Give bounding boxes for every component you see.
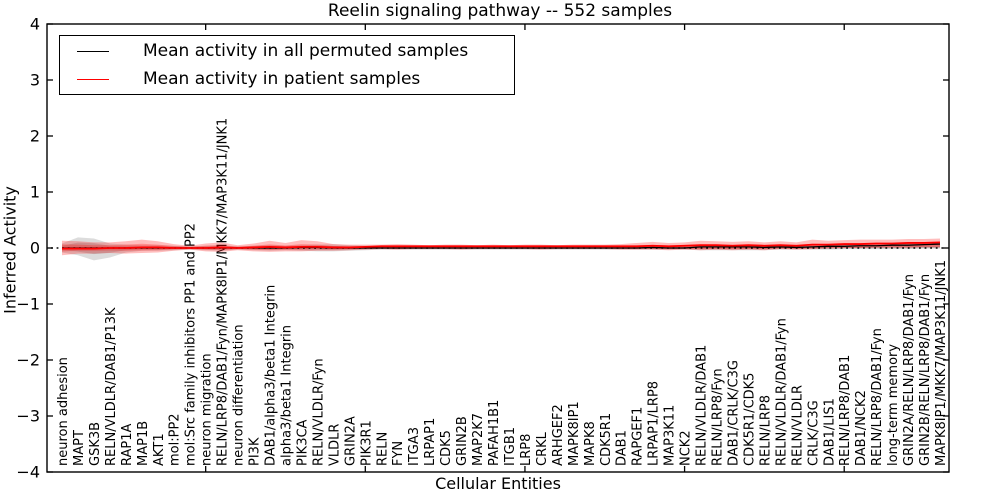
x-tick-label: RELN/LRP8/DAB1	[838, 355, 853, 466]
x-tick-label: RELN	[375, 432, 390, 466]
x-tick-label: MAPK8	[583, 421, 598, 466]
permuted-line-swatch	[77, 50, 109, 52]
x-tick-label: RELN/LRP8/Fyn	[711, 368, 726, 466]
x-tick-label: RELN/VLDLR	[790, 385, 805, 466]
x-tick-label: MAP3K11	[663, 405, 678, 466]
x-tick-label: CDK5	[439, 430, 454, 466]
x-tick-label: DAB1/CRLK/C3G	[726, 360, 741, 466]
x-tick-label: GRIN2A/RELN/LRP8/DAB1/Fyn	[902, 274, 917, 466]
x-tick-label: MAP2K7	[471, 413, 486, 466]
x-tick-label: CDK5R1	[599, 413, 614, 466]
x-tick-label: RELN/LRP8	[758, 395, 773, 466]
legend-label-patient: Mean activity in patient samples	[143, 69, 421, 89]
x-tick-label: LRP8	[519, 434, 534, 466]
x-tick-label: CRKL	[535, 431, 550, 466]
x-tick-label: GSK3B	[88, 422, 103, 466]
y-tick-label: 1	[30, 183, 40, 202]
chart-title: Reelin signaling pathway -- 552 samples	[327, 1, 673, 21]
y-axis-label: Inferred Activity	[0, 186, 20, 314]
permuted-samples-range	[62, 237, 940, 261]
x-tick-label: RELN/VLDLR/Fyn	[311, 358, 326, 466]
x-tick-label: RELN/LRP8/DAB1/Fyn	[870, 328, 885, 466]
x-tick-label: LRPAP1/LRP8	[647, 381, 662, 466]
legend: Mean activity in all permuted samples Me…	[59, 35, 515, 95]
legend-item-patient: Mean activity in patient samples	[60, 66, 514, 92]
y-tick-label: −2	[16, 351, 40, 370]
x-tick-label: MAPT	[72, 430, 87, 466]
y-tick-label: −3	[16, 407, 40, 426]
x-tick-label: CRLK/C3G	[806, 400, 821, 466]
x-tick-label: PI3K	[248, 437, 263, 466]
x-tick-label: neuron differentiation	[232, 324, 247, 466]
patient-mean-line	[62, 241, 941, 250]
x-tick-label: PIK3R1	[359, 420, 374, 466]
x-tick-label: GRIN2B/RELN/LRP8/DAB1/Fyn	[918, 274, 933, 466]
legend-item-permuted: Mean activity in all permuted samples	[60, 38, 514, 64]
x-tick-label: DAB1/alpha3/beta1 Integrin	[264, 285, 279, 466]
x-tick-label: MAP1B	[136, 421, 151, 466]
x-tick-label: AKT1	[152, 433, 167, 466]
x-tick-label: RAP1A	[120, 423, 135, 466]
x-tick-label: RELN/VLDLR/DAB1	[695, 345, 710, 466]
patient-line-swatch	[77, 78, 109, 80]
x-tick-label: NCK2	[679, 430, 694, 466]
y-tick-label: 4	[30, 15, 40, 34]
x-tick-label: long-term memory	[886, 344, 901, 466]
x-tick-label: RELN/VLDLR/DAB1/Fyn	[774, 318, 789, 466]
x-tick-label: RAPGEF1	[631, 407, 646, 466]
x-tick-label: CDK5R1/CDK5	[742, 373, 757, 466]
legend-label-permuted: Mean activity in all permuted samples	[143, 41, 469, 61]
x-tick-label: LRPAP1	[423, 418, 438, 466]
x-axis-label: Cellular Entities	[435, 474, 561, 493]
x-tick-label: mol:PP2	[168, 413, 183, 466]
x-tick-label: ITGA3	[407, 427, 422, 466]
x-tick-label: neuron adhesion	[56, 357, 71, 466]
x-tick-label: RELN/VLDLR/DAB1/P13K	[104, 307, 119, 466]
x-tick-label: PAFAH1B1	[487, 400, 502, 466]
y-tick-label: 2	[30, 127, 40, 146]
x-tick-label: DAB1	[615, 430, 630, 466]
x-tick-label: MAPK8IP1/MKK7/MAP3K11/JNK1	[934, 260, 949, 466]
x-tick-label: GRIN2A	[343, 416, 358, 466]
x-tick-label: DAB1/NCK2	[854, 390, 869, 466]
x-tick-label: RELN/LRP8/DAB1/Fyn/MAPK8IP1/MKK7/MAP3K11…	[216, 118, 231, 466]
y-tick-label: −1	[16, 295, 40, 314]
y-tick-label: 0	[30, 239, 40, 258]
x-tick-label: mol:Src family inhibitors PP1 and PP2	[184, 223, 199, 466]
y-tick-label: −4	[16, 463, 40, 482]
x-tick-label: VLDLR	[327, 424, 342, 466]
x-tick-label: PIK3CA	[295, 419, 310, 466]
x-tick-label: GRIN2B	[455, 416, 470, 466]
x-tick-label: DAB1/LIS1	[822, 398, 837, 466]
x-tick-label: ARHGEF2	[551, 404, 566, 466]
x-tick-label: FYN	[391, 441, 406, 466]
x-tick-label: alpha3/beta1 Integrin	[279, 325, 294, 466]
x-tick-label: ITGB1	[503, 427, 518, 466]
x-tick-label: MAPK8IP1	[567, 401, 582, 466]
x-tick-label: neuron migration	[200, 353, 215, 466]
y-tick-label: 3	[30, 71, 40, 90]
